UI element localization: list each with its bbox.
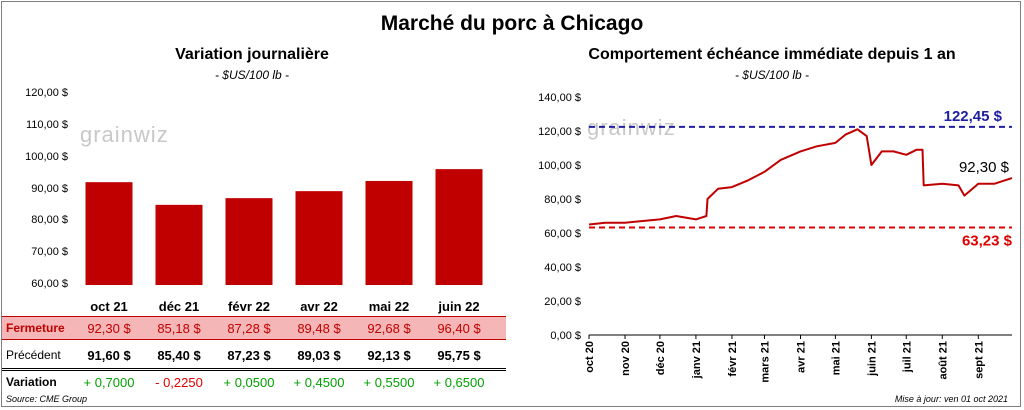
table-divider-1: [2, 368, 506, 369]
x-tick-label: juil 21: [901, 341, 913, 373]
fermeture-value: 87,28 $: [227, 321, 271, 336]
x-tick-label: janv 21: [691, 341, 703, 379]
right-y-tick: 20,00 $: [544, 296, 581, 308]
low-label: 63,23 $: [962, 233, 1013, 250]
left-chart-title: Variation journalière: [175, 46, 329, 63]
x-tick-label: avr 21: [796, 341, 808, 373]
left-y-tick: 60,00 $: [31, 278, 68, 290]
variation-value: + 0,0500: [223, 375, 275, 390]
category-label: mai 22: [368, 299, 410, 314]
right-y-tick: 120,00 $: [538, 126, 581, 138]
left-watermark: grainwiz: [80, 122, 169, 147]
bar-0: [85, 182, 133, 285]
left-y-tick: 120,00 $: [25, 87, 68, 99]
x-tick-label: nov 20: [620, 341, 632, 376]
variation-value: + 0,6500: [433, 375, 485, 390]
bar-chart: [85, 169, 483, 285]
left-y-tick: 90,00 $: [31, 182, 68, 195]
bar-1: [155, 204, 203, 285]
fermeture-label: Fermeture: [6, 321, 65, 335]
precedent-value: 87,23 $: [227, 348, 271, 363]
bar-2: [225, 198, 273, 285]
variation-value: + 0,5500: [363, 375, 415, 390]
high-label: 122,45 $: [944, 108, 1003, 125]
left-y-tick: 100,00 $: [25, 150, 68, 163]
right-y-tick: 40,00 $: [544, 262, 581, 274]
fermeture-value: 92,68 $: [367, 321, 411, 336]
precedent-value: 91,60 $: [87, 348, 131, 363]
variation-value: - 0,2250: [155, 375, 203, 390]
bar-5: [435, 169, 483, 285]
source-note: Source: CME Group: [6, 394, 88, 404]
fermeture-value: 85,18 $: [157, 321, 201, 336]
x-tick-label: mai 21: [830, 341, 842, 375]
category-label: févr 22: [228, 299, 270, 314]
x-tick-label: déc 20: [655, 341, 667, 375]
precedent-value: 89,03 $: [297, 348, 341, 363]
category-label: déc 21: [158, 299, 200, 314]
precedent-value: 92,13 $: [367, 348, 411, 363]
x-tick-label: oct 20: [584, 341, 596, 373]
precedent-value: 85,40 $: [157, 348, 201, 363]
left-y-tick: 70,00 $: [31, 246, 68, 259]
variation-value: + 0,7000: [83, 375, 135, 390]
right-chart-unit: - $US/100 lb -: [734, 68, 810, 82]
fermeture-value: 92,30 $: [87, 321, 131, 336]
fermeture-value: 96,40 $: [437, 321, 481, 336]
category-label: juin 22: [438, 299, 480, 314]
category-label: avr 22: [300, 299, 338, 314]
right-y-tick: 0,00 $: [550, 330, 581, 342]
precedent-label: Précédent: [6, 348, 61, 362]
price-series-line: [588, 128, 1013, 226]
main-title: Marché du porc à Chicago: [380, 12, 644, 35]
table-divider-2: [2, 370, 506, 371]
bar-3: [295, 191, 343, 285]
x-tick-label: mars 21: [759, 341, 771, 383]
left-y-tick: 80,00 $: [31, 214, 68, 227]
left-y-tick: 110,00 $: [25, 118, 68, 131]
x-tick-label: juin 21: [866, 341, 878, 377]
right-y-tick: 140,00 $: [538, 92, 581, 104]
variation-label: Variation: [6, 375, 57, 389]
variation-value: + 0,4500: [293, 375, 345, 390]
x-tick-label: sept 21: [973, 341, 985, 379]
last-price-label: 92,30 $: [959, 159, 1010, 176]
right-chart-title: Comportement échéance immédiate depuis 1…: [588, 46, 956, 63]
fermeture-value: 89,48 $: [297, 321, 341, 336]
left-chart-unit: - $US/100 lb -: [214, 68, 290, 82]
bar-4: [365, 180, 413, 285]
x-tick-label: août 21: [937, 341, 949, 380]
right-y-tick: 60,00 $: [544, 228, 581, 240]
update-note: Mise à jour: ven 01 oct 2021: [894, 394, 1008, 404]
right-y-tick: 80,00 $: [544, 194, 581, 206]
x-tick-label: févr 21: [727, 341, 739, 376]
right-y-tick: 100,00 $: [538, 160, 581, 172]
category-label: oct 21: [90, 299, 128, 314]
fermeture-row-bg: [2, 316, 506, 340]
precedent-value: 95,75 $: [437, 348, 481, 363]
